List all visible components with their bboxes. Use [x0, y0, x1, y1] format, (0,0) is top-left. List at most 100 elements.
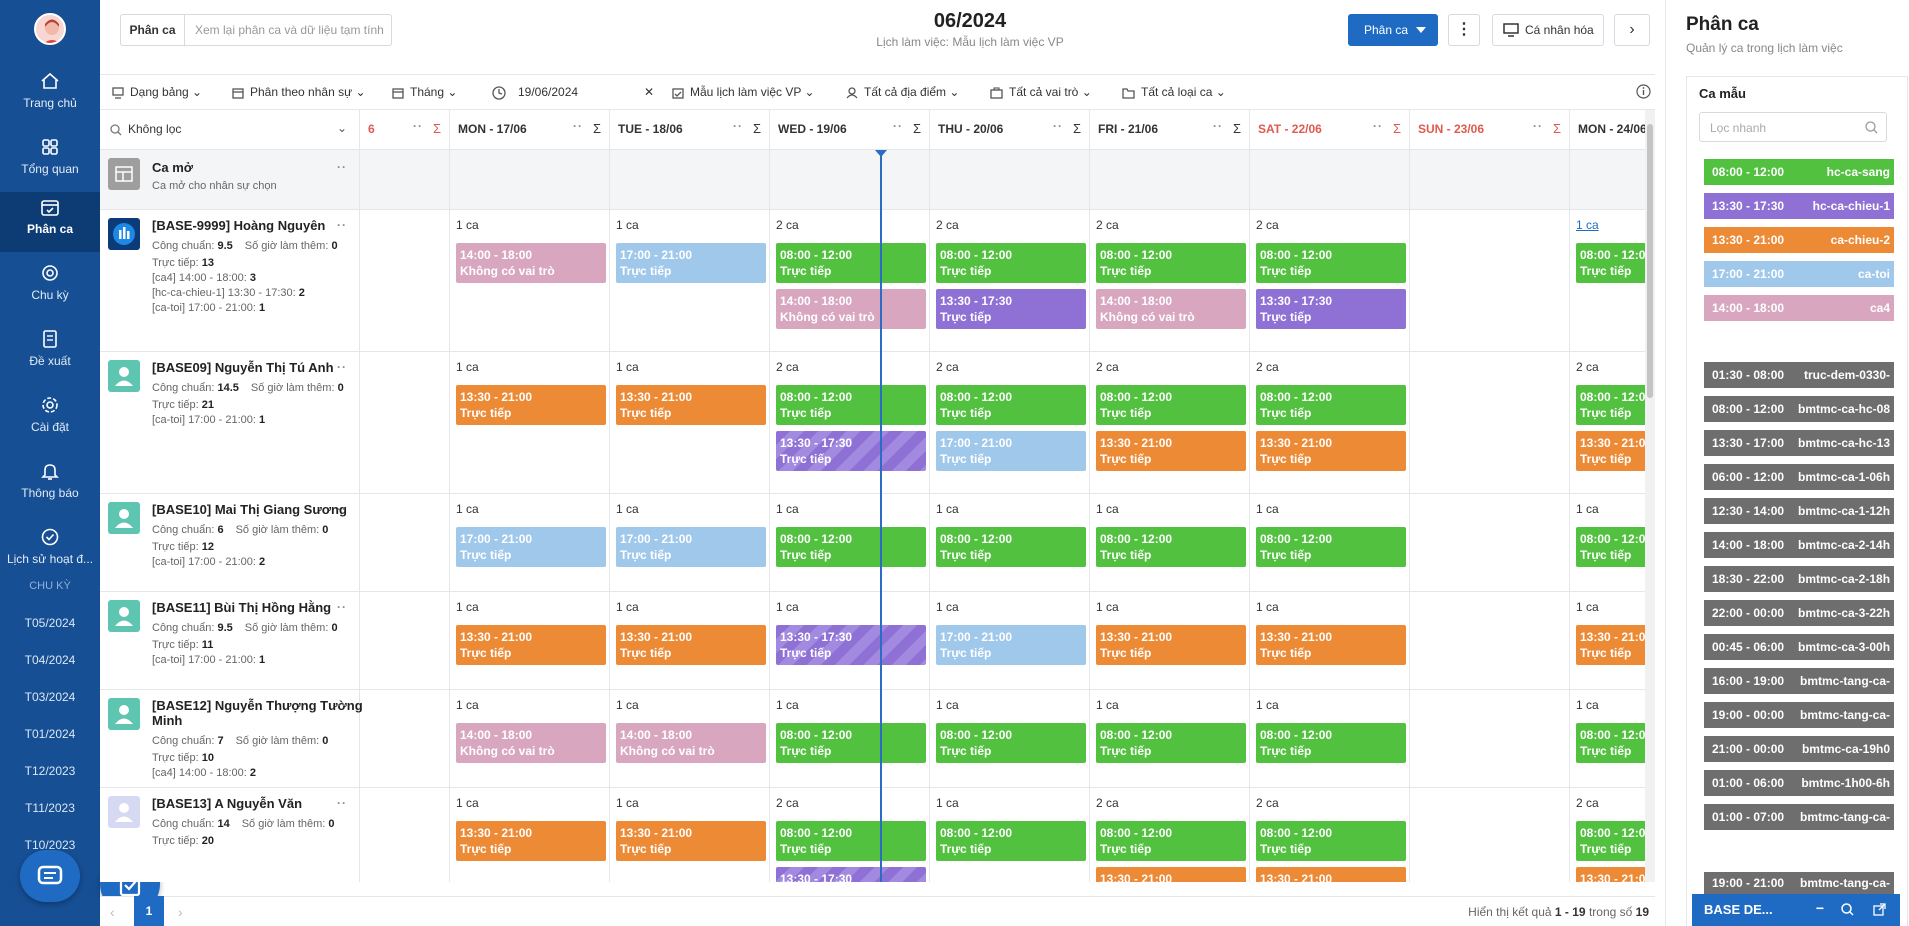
grid-cell[interactable]: [1570, 352, 1655, 494]
grid-cell[interactable]: [1250, 592, 1410, 690]
employee-row[interactable]: [BASE-9999] Hoàng Nguyên Công chuẩn: 9.5 S…: [100, 210, 360, 352]
grid-cell[interactable]: [610, 592, 770, 690]
vertical-scrollbar-track[interactable]: [1645, 110, 1655, 882]
grid-cell[interactable]: [1250, 210, 1410, 352]
cycle-item[interactable]: T11/2023: [25, 801, 75, 815]
cycle-item[interactable]: T10/2023: [24, 838, 76, 852]
personalize-button[interactable]: Cá nhân hóa: [1492, 14, 1604, 46]
grid-cell[interactable]: [360, 210, 450, 352]
nav-item-4[interactable]: Đề xuất: [0, 324, 100, 380]
more-icon[interactable]: ··: [337, 218, 347, 232]
shift-block[interactable]: 13:30 - 21:00 Trực tiếp: [616, 625, 766, 665]
nav-item-0[interactable]: Trang chủ: [0, 66, 100, 122]
grid-cell[interactable]: [1090, 690, 1250, 788]
shift-block[interactable]: 08:00 - 12:00 Trực tiếp: [1576, 527, 1655, 567]
shift-block[interactable]: 08:00 - 12:00 Trực tiếp: [776, 527, 926, 567]
day-header-4[interactable]: FRI - 21/06 ·· Σ: [1090, 110, 1250, 150]
employee-row[interactable]: [BASE10] Mai Thị Giang Sương Công chuẩn: …: [100, 494, 360, 592]
grid-cell[interactable]: [930, 150, 1090, 210]
more-icon[interactable]: ··: [1213, 119, 1223, 133]
more-icon[interactable]: ··: [1533, 119, 1543, 133]
grid-cell[interactable]: [770, 210, 930, 352]
shift-block[interactable]: 08:00 - 12:00 Trực tiếp: [1576, 723, 1655, 763]
shift-block[interactable]: 08:00 - 12:00 Trực tiếp: [1256, 385, 1406, 425]
grid-cell[interactable]: [1250, 352, 1410, 494]
shift-block[interactable]: 13:30 - 21:00 Trực tiếp: [456, 821, 606, 861]
template-shift[interactable]: 08:00 - 12:00 bmtmc-ca-hc-08: [1704, 396, 1894, 422]
shift-block[interactable]: 13:30 - 17:30 Trực tiếp: [776, 431, 926, 471]
shift-block[interactable]: 14:00 - 18:00 Không có vai trò: [776, 289, 926, 329]
shift-block[interactable]: 08:00 - 12:00 Trực tiếp: [1096, 723, 1246, 763]
grid-cell[interactable]: [1090, 210, 1250, 352]
info-icon[interactable]: [1636, 84, 1657, 99]
open-shift-row[interactable]: Ca mở Ca mở cho nhân sự chọn ··: [100, 150, 360, 210]
grid-cell[interactable]: [1250, 150, 1410, 210]
employee-row[interactable]: [BASE12] Nguyễn Thượng Tường Minh Công chu…: [100, 690, 363, 788]
day-header-6[interactable]: SUN - 23/06 ·· Σ: [1410, 110, 1570, 150]
grid-cell[interactable]: [1090, 150, 1250, 210]
template-shift[interactable]: 01:00 - 06:00 bmtmc-1h00-6h: [1704, 770, 1894, 796]
day-header-7[interactable]: MON - 24/06··Σ: [1570, 110, 1655, 150]
employee-row[interactable]: [BASE09] Nguyễn Thị Tú Anh Công chuẩn: 14…: [100, 352, 360, 494]
grid-cell[interactable]: [450, 592, 610, 690]
day-header-0[interactable]: MON - 17/06 ·· Σ: [450, 110, 610, 150]
template-shift[interactable]: 17:00 - 21:00 ca-toi: [1704, 261, 1894, 287]
template-shift[interactable]: 13:30 - 21:00 ca-chieu-2: [1704, 227, 1894, 253]
shift-block[interactable]: 13:30 - 17:30 Trực tiếp: [1256, 289, 1406, 329]
shift-block[interactable]: 08:00 - 12:00 Trực tiếp: [936, 385, 1086, 425]
review-input[interactable]: Xem lại phân ca và dữ liệu tạm tính: [195, 23, 384, 37]
shift-block[interactable]: 08:00 - 12:00 Trực tiếp: [1096, 243, 1246, 283]
grid-cell[interactable]: [360, 352, 450, 494]
employee-filter[interactable]: Không lọc ⌄: [100, 110, 360, 150]
more-icon[interactable]: ··: [337, 796, 347, 810]
nav-item-3[interactable]: Chu kỳ: [0, 258, 100, 314]
employee-name[interactable]: [BASE-9999] Hoàng Nguyên: [152, 218, 326, 233]
role-filter[interactable]: Tất cả vai trò ⌄: [990, 85, 1092, 99]
shift-block[interactable]: 08:00 - 12:00 Trực tiếp: [776, 385, 926, 425]
shift-block[interactable]: 08:00 - 12:00 Trực tiếp: [1256, 723, 1406, 763]
more-icon[interactable]: ··: [337, 502, 347, 516]
shift-block[interactable]: 17:00 - 21:00 Trực tiếp: [616, 527, 766, 567]
grid-cell[interactable]: [930, 690, 1090, 788]
shift-block[interactable]: 13:30 - 21:00 Trực tiếp: [1256, 625, 1406, 665]
more-icon[interactable]: ··: [337, 360, 347, 374]
shift-block[interactable]: 13:30 - 21:00 Trực tiếp: [616, 821, 766, 861]
more-icon[interactable]: ··: [337, 160, 347, 174]
shift-block[interactable]: 17:00 - 21:00 Trực tiếp: [936, 431, 1086, 471]
date-filter[interactable]: 19/06/2024 ✕: [492, 85, 654, 100]
grid-cell[interactable]: [360, 690, 450, 788]
sum-icon[interactable]: Σ: [432, 121, 441, 136]
template-filter[interactable]: Mẫu lịch làm việc VP ⌄: [672, 85, 815, 99]
grid-cell[interactable]: [770, 352, 930, 494]
grid-cell[interactable]: [360, 592, 450, 690]
template-shift[interactable]: 19:00 - 00:00 bmtmc-tang-ca-: [1704, 702, 1894, 728]
period-filter[interactable]: Tháng ⌄: [392, 85, 457, 99]
day-header-3[interactable]: THU - 20/06 ·· Σ: [930, 110, 1090, 150]
sum-icon[interactable]: Σ: [1552, 121, 1561, 136]
sum-icon[interactable]: Σ: [1232, 121, 1241, 136]
chat-button[interactable]: [20, 850, 80, 902]
grid-cell[interactable]: [610, 494, 770, 592]
grid-cell[interactable]: [1410, 352, 1570, 494]
shift-block[interactable]: 08:00 - 12:00 Trực tiếp: [936, 821, 1086, 861]
shift-block[interactable]: 08:00 - 12:00 Trực tiếp: [776, 723, 926, 763]
template-shift[interactable]: 13:30 - 17:00 bmtmc-ca-hc-13: [1704, 430, 1894, 456]
shift-block[interactable]: 13:30 - 17:30 Trực tiếp: [936, 289, 1086, 329]
shift-block[interactable]: 08:00 - 12:00 Trực tiếp: [1256, 821, 1406, 861]
employee-name[interactable]: [BASE10] Mai Thị Giang Sương: [152, 502, 347, 517]
cycle-item[interactable]: T05/2024: [24, 616, 76, 630]
shift-block[interactable]: 13:30 - 17:30 Trực tiếp: [776, 625, 926, 665]
grid-cell[interactable]: [1570, 690, 1655, 788]
template-shift[interactable]: 16:00 - 19:00 bmtmc-tang-ca-: [1704, 668, 1894, 694]
more-icon[interactable]: ··: [413, 119, 423, 133]
employee-row[interactable]: [BASE11] Bùi Thị Hồng Hằng Công chuẩn: 9.…: [100, 592, 360, 690]
template-shift[interactable]: 14:00 - 18:00 ca4: [1704, 295, 1894, 321]
employee-name[interactable]: [BASE11] Bùi Thị Hồng Hằng: [152, 600, 332, 615]
day-header-2[interactable]: WED - 19/06 ·· Σ: [770, 110, 930, 150]
grid-cell[interactable]: [450, 690, 610, 788]
grid-cell[interactable]: [450, 210, 610, 352]
employee-name-line2[interactable]: Minh: [152, 713, 183, 728]
cycle-item[interactable]: T12/2023: [24, 764, 76, 778]
shift-block[interactable]: 14:00 - 18:00 Không có vai trò: [456, 723, 606, 763]
template-shift[interactable]: 06:00 - 12:00 bmtmc-ca-1-06h: [1704, 464, 1894, 490]
